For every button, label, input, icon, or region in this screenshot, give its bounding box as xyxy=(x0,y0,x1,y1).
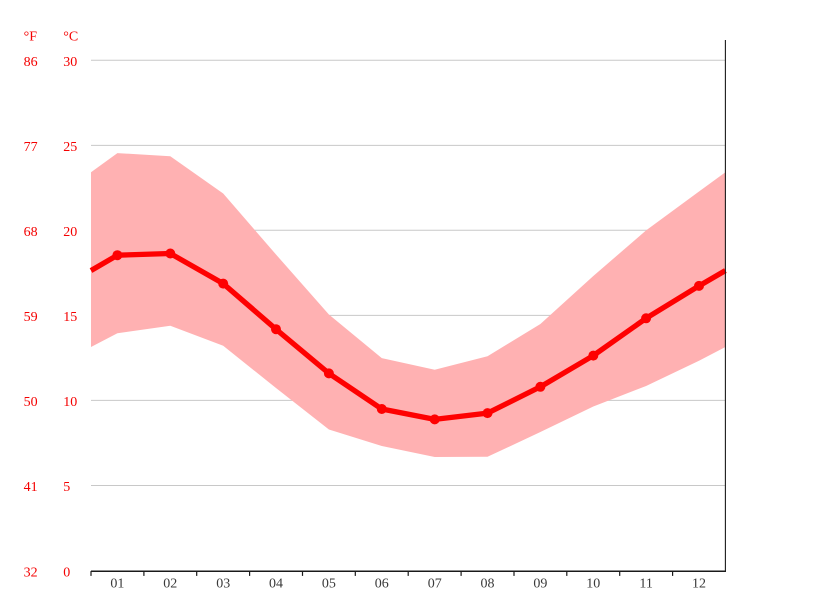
svg-text:08: 08 xyxy=(481,576,495,591)
svg-text:59: 59 xyxy=(24,310,38,325)
svg-text:09: 09 xyxy=(533,576,547,591)
svg-text:°F: °F xyxy=(24,29,38,44)
svg-text:5: 5 xyxy=(63,480,70,495)
svg-text:02: 02 xyxy=(163,576,177,591)
svg-text:12: 12 xyxy=(692,576,706,591)
svg-text:25: 25 xyxy=(63,140,77,155)
svg-text:77: 77 xyxy=(24,140,38,155)
svg-text:50: 50 xyxy=(24,395,38,410)
svg-text:15: 15 xyxy=(63,310,77,325)
svg-text:01: 01 xyxy=(110,576,124,591)
svg-text:04: 04 xyxy=(269,576,283,591)
svg-text:86: 86 xyxy=(24,55,38,70)
svg-text:06: 06 xyxy=(375,576,389,591)
svg-text:07: 07 xyxy=(428,576,442,591)
svg-text:10: 10 xyxy=(586,576,600,591)
svg-text:0: 0 xyxy=(63,566,70,581)
svg-text:30: 30 xyxy=(63,55,77,70)
svg-text:°C: °C xyxy=(63,29,78,44)
svg-text:68: 68 xyxy=(24,225,38,240)
svg-text:05: 05 xyxy=(322,576,336,591)
svg-text:11: 11 xyxy=(639,576,652,591)
svg-text:03: 03 xyxy=(216,576,230,591)
svg-text:41: 41 xyxy=(24,480,38,495)
svg-text:10: 10 xyxy=(63,395,77,410)
svg-text:20: 20 xyxy=(63,225,77,240)
svg-text:32: 32 xyxy=(24,566,38,581)
